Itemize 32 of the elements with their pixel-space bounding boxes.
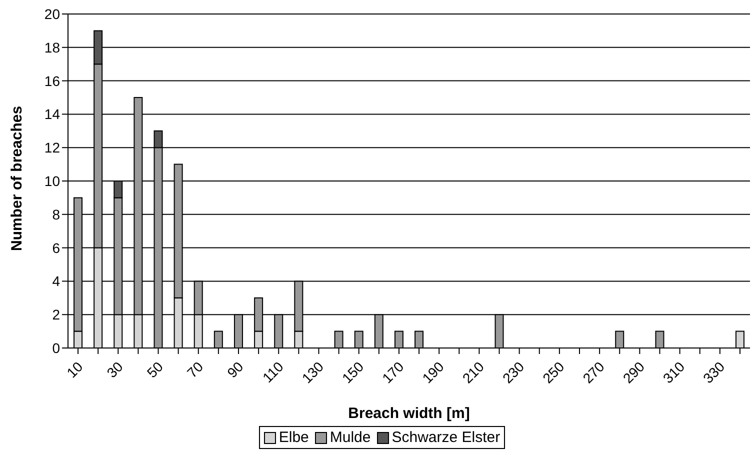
x-tick-label: 110 — [259, 358, 287, 386]
legend-label: Mulde — [328, 429, 371, 446]
x-tick-label: 130 — [298, 358, 327, 386]
y-tick-label: 8 — [52, 206, 60, 222]
x-tick-label: 290 — [620, 358, 648, 386]
y-tick-label: 0 — [52, 340, 60, 356]
y-tick-label: 16 — [44, 72, 60, 89]
y-tick-label: 6 — [52, 240, 60, 256]
x-tick-label: 330 — [700, 358, 728, 386]
x-tick-label: 30 — [104, 358, 126, 381]
x-tick-label: 70 — [184, 358, 206, 381]
y-tick-label: 14 — [44, 106, 60, 122]
y-tick-label: 20 — [44, 6, 60, 22]
y-tick-label: 12 — [44, 140, 60, 156]
y-tick-label: 2 — [52, 306, 60, 323]
x-tick-label: 50 — [144, 358, 166, 381]
y-tick-label: 4 — [52, 273, 60, 290]
x-tick-label: 150 — [338, 358, 367, 386]
legend-label: Schwarze Elster — [390, 429, 500, 446]
x-tick-label: 190 — [419, 358, 448, 386]
x-tick-label: 250 — [539, 358, 568, 386]
y-tick-label: 18 — [44, 39, 60, 56]
y-axis-title: Number of breaches — [8, 106, 26, 251]
legend-label: Elbe — [278, 429, 309, 446]
x-tick-label: 170 — [378, 358, 407, 386]
x-tick-label: 270 — [580, 358, 608, 386]
x-tick-label: 310 — [660, 358, 688, 386]
x-axis-title: Breach width [m] — [348, 405, 470, 422]
x-tick-label: 90 — [224, 358, 246, 381]
x-tick-label: 230 — [499, 358, 528, 386]
x-tick-label: 210 — [459, 358, 488, 386]
y-tick-label: 10 — [44, 172, 60, 189]
